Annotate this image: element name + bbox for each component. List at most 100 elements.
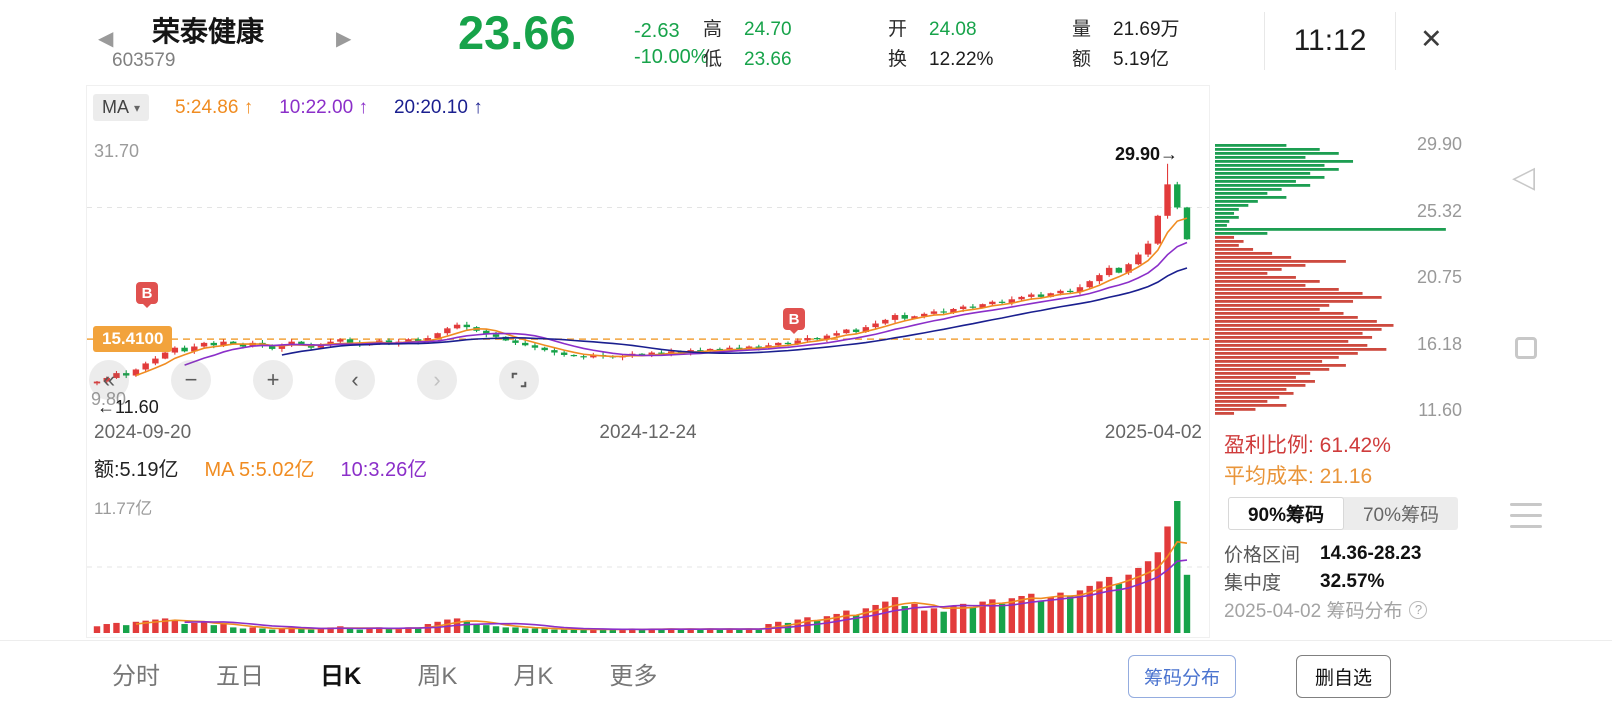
x-axis-date-start: 2024-09-20 <box>94 422 192 443</box>
chip-range-tabs: 90%筹码 70%筹码 <box>1228 497 1458 530</box>
x-axis-date-mid: 2024-12-24 <box>599 422 697 443</box>
stat-label: 换 <box>888 49 908 70</box>
period-tabs: 分时 五日 日K 周K 月K 更多 <box>112 649 657 697</box>
ma-selector-dropdown[interactable]: MA ▾ <box>93 94 150 121</box>
price-change-pct: -10.00% <box>634 46 709 68</box>
chevron-down-icon: ▾ <box>134 100 141 115</box>
chip-date-label: 2025-04-02 筹码分布 <box>1224 601 1403 622</box>
tab-monthly-k[interactable]: 月K <box>513 662 554 690</box>
tab-daily-k[interactable]: 日K <box>320 662 362 690</box>
concentration-row: 集中度 32.57% <box>1224 568 1384 595</box>
high-price-marker: 29.90→ <box>1115 144 1179 164</box>
prev-stock-icon[interactable]: ◀ <box>98 28 114 50</box>
rewind-button[interactable]: « <box>89 360 129 400</box>
tab-90-percent-chips[interactable]: 90%筹码 <box>1228 497 1344 530</box>
concentration-label: 集中度 <box>1224 573 1282 594</box>
stat-label: 量 <box>1072 19 1092 40</box>
stock-name: 荣泰健康 <box>152 16 265 47</box>
stat-value: 21.69万 <box>1113 19 1180 40</box>
delete-watchlist-button[interactable]: 删自选 <box>1296 655 1392 698</box>
ma-selector-label: MA <box>102 97 129 117</box>
stat-label: 高 <box>703 19 723 40</box>
buy-signal-marker: B <box>783 308 805 334</box>
zoom-out-button[interactable]: − <box>171 360 211 400</box>
prev-page-button[interactable]: ‹ <box>335 360 375 400</box>
chip-distribution-chart <box>1215 144 1446 415</box>
price-range-row: 价格区间 14.36-28.23 <box>1224 540 1421 567</box>
volume-indicator-row: 额:5.19亿 MA 5:5.02亿 10:3.26亿 <box>94 453 427 482</box>
close-icon[interactable]: ✕ <box>1420 24 1443 54</box>
volume-ma10-label: 10:3.26亿 <box>340 459 428 481</box>
average-cost: 平均成本: 21.16 <box>1224 465 1373 488</box>
profit-ratio: 盈利比例: 61.42% <box>1224 434 1391 457</box>
stat-label: 低 <box>703 49 723 70</box>
volume-ma5-label: MA 5:5.02亿 <box>204 459 315 481</box>
stat-col-open-turnover: 开 24.08 换 12.22% <box>888 19 993 79</box>
kline-chart-card: MA ▾ 5:24.86 ↑ 10:22.00 ↑ 20:20.10 ↑ 31.… <box>86 85 1210 638</box>
concentration-value: 32.57% <box>1320 570 1385 592</box>
volume-chart[interactable] <box>87 489 1209 637</box>
tab-70-percent-chips[interactable]: 70%筹码 <box>1362 505 1440 526</box>
stat-value: 24.08 <box>929 19 977 40</box>
clock: 11:12 <box>1264 12 1396 70</box>
resize-handle-icon <box>511 372 527 388</box>
stat-col-high-low: 高 24.70 低 23.66 <box>703 19 792 79</box>
stat-value: 23.66 <box>744 49 792 70</box>
price-change-block: -2.63 -10.00% <box>634 18 709 70</box>
rewind-icon: « <box>102 367 116 392</box>
stock-code: 603579 <box>112 50 176 71</box>
dist-price-label: 25.32 <box>1416 201 1462 221</box>
tab-intraday[interactable]: 分时 <box>112 662 160 690</box>
chip-footer: 2025-04-02 筹码分布 ? <box>1224 596 1428 623</box>
stat-value: 5.19亿 <box>1113 49 1169 70</box>
dist-price-label: 20.75 <box>1416 267 1462 287</box>
chip-distribution-button[interactable]: 筹码分布 <box>1128 655 1237 698</box>
ma20-value: 20:20.10 ↑ <box>393 96 483 118</box>
tab-five-day[interactable]: 五日 <box>216 662 264 690</box>
ma5-value: 5:24.86 ↑ <box>175 96 254 118</box>
dist-price-label: 11.60 <box>1418 400 1462 420</box>
x-axis-dates: 2024-09-20 2024-12-24 2025-04-02 <box>87 422 1209 444</box>
chevron-left-icon: ‹ <box>351 367 359 392</box>
cost-price-badge: 15.4100 <box>93 326 173 352</box>
volume-amount-label: 额:5.19亿 <box>94 459 179 481</box>
stat-col-volume-amount: 量 21.69万 额 5.19亿 <box>1072 19 1180 79</box>
bottom-tab-bar: 分时 五日 日K 周K 月K 更多 筹码分布 删自选 <box>0 640 1612 720</box>
android-recents-icon[interactable] <box>1510 503 1542 528</box>
price-range-label: 价格区间 <box>1224 545 1301 566</box>
current-price: 23.66 <box>458 6 576 59</box>
next-stock-icon[interactable]: ▶ <box>336 28 352 50</box>
price-change: -2.63 <box>634 20 680 42</box>
candlestick-chart[interactable] <box>87 134 1209 421</box>
stat-label: 额 <box>1072 49 1092 70</box>
help-icon[interactable]: ? <box>1409 600 1428 619</box>
header: ◀ 荣泰健康 ▶ 603579 23.66 -2.63 -10.00% 高 24.… <box>0 0 1612 84</box>
y-axis-min-label: 9.80 <box>91 389 127 409</box>
tab-weekly-k[interactable]: 周K <box>417 662 458 690</box>
resize-chart-button[interactable] <box>499 360 539 400</box>
ma-indicator-row: MA ▾ 5:24.86 ↑ 10:22.00 ↑ 20:20.10 ↑ <box>93 94 483 121</box>
next-page-button[interactable]: › <box>417 360 457 400</box>
dist-price-label: 16.18 <box>1416 334 1462 354</box>
y-axis-max-label: 31.70 <box>94 141 140 161</box>
stat-label: 开 <box>888 19 908 40</box>
stat-value: 12.22% <box>929 49 994 70</box>
stat-value: 24.70 <box>744 19 792 40</box>
minus-icon: − <box>184 367 198 392</box>
android-home-icon[interactable] <box>1515 337 1537 359</box>
volume-axis-max-label: 11.77亿 <box>94 499 153 518</box>
chart-nav-controls: « − + ‹ › <box>89 360 539 400</box>
chevron-right-icon: › <box>433 367 441 392</box>
android-back-icon[interactable]: ◁ <box>1512 161 1536 194</box>
plus-icon: + <box>266 367 280 392</box>
zoom-in-button[interactable]: + <box>253 360 293 400</box>
x-axis-date-end: 2025-04-02 <box>1104 422 1202 443</box>
clock-time: 11:12 <box>1293 24 1367 57</box>
buy-signal-marker: B <box>136 282 158 308</box>
price-range-value: 14.36-28.23 <box>1320 542 1422 564</box>
low-price-marker: ←11.60 <box>97 397 159 417</box>
dist-price-label: 29.90 <box>1416 134 1462 154</box>
ma10-value: 10:22.00 ↑ <box>279 96 368 118</box>
tab-more[interactable]: 更多 <box>609 662 658 690</box>
